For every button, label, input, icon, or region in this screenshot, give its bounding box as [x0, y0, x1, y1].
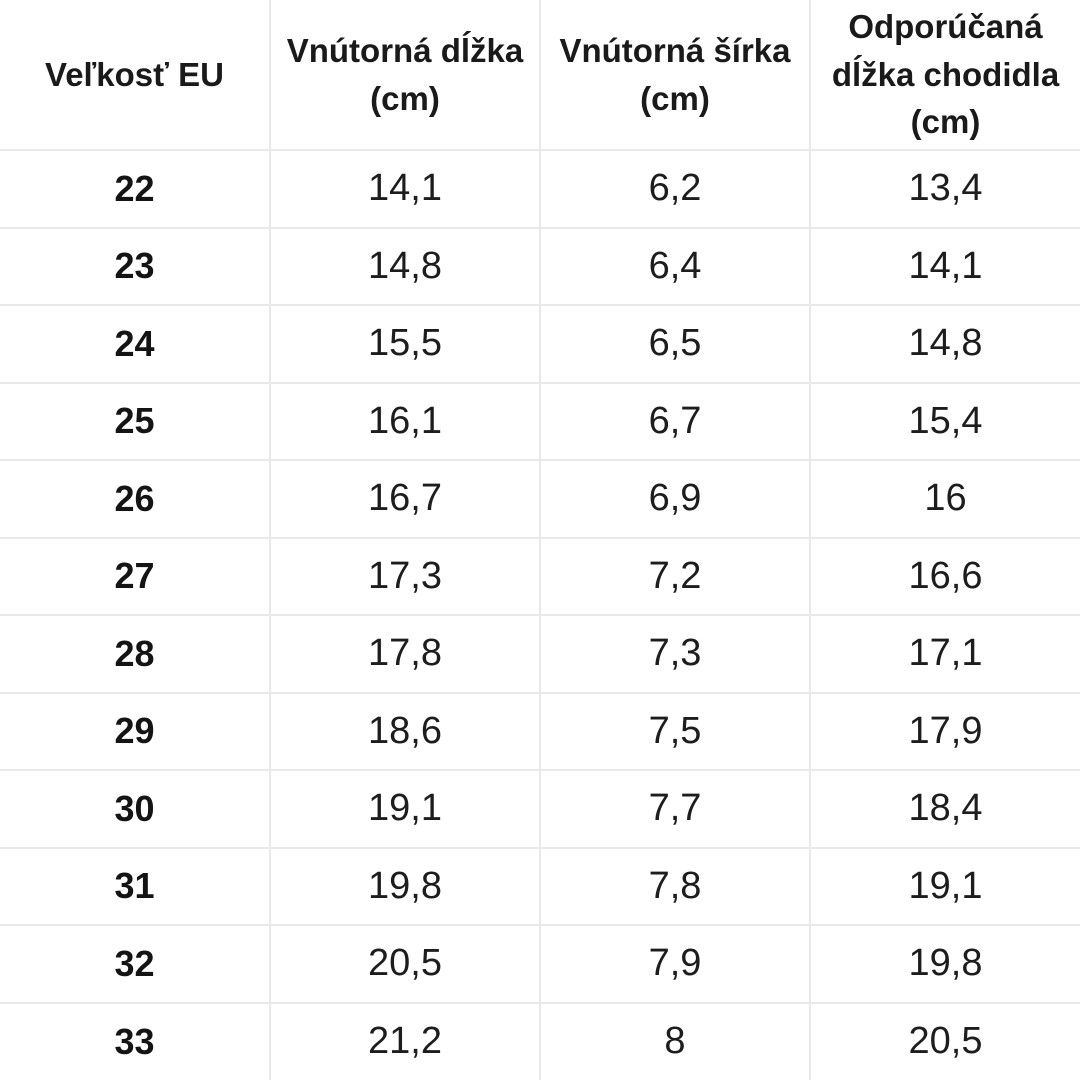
cell-size-eu: 25	[0, 381, 271, 461]
cell-foot-length: 16	[809, 459, 1080, 539]
cell-foot-length: 19,1	[809, 846, 1080, 926]
cell-size-eu: 30	[0, 769, 271, 849]
cell-inner-length: 16,1	[269, 381, 541, 461]
cell-inner-length: 15,5	[269, 304, 541, 384]
table-row: 25 16,1 6,7 15,4	[0, 381, 1080, 461]
cell-inner-length: 17,8	[269, 614, 541, 694]
cell-foot-length: 20,5	[809, 1001, 1080, 1080]
cell-inner-width: 6,9	[539, 459, 811, 539]
cell-inner-width: 7,8	[539, 846, 811, 926]
column-header-inner-length: Vnútorná dĺžka (cm)	[269, 0, 541, 151]
cell-inner-length: 17,3	[269, 536, 541, 616]
cell-inner-length: 14,8	[269, 226, 541, 306]
cell-inner-width: 7,2	[539, 536, 811, 616]
cell-inner-width: 8	[539, 1001, 811, 1080]
table-row: 29 18,6 7,5 17,9	[0, 691, 1080, 771]
table-row: 33 21,2 8 20,5	[0, 1001, 1080, 1080]
cell-foot-length: 19,8	[809, 924, 1080, 1004]
cell-inner-width: 6,2	[539, 149, 811, 229]
cell-size-eu: 32	[0, 924, 271, 1004]
table-row: 22 14,1 6,2 13,4	[0, 149, 1080, 229]
cell-foot-length: 13,4	[809, 149, 1080, 229]
cell-foot-length: 15,4	[809, 381, 1080, 461]
cell-foot-length: 14,8	[809, 304, 1080, 384]
table-header: Veľkosť EU Vnútorná dĺžka (cm) Vnútorná …	[0, 0, 1080, 151]
cell-inner-length: 18,6	[269, 691, 541, 771]
header-row: Veľkosť EU Vnútorná dĺžka (cm) Vnútorná …	[0, 0, 1080, 151]
cell-size-eu: 31	[0, 846, 271, 926]
cell-inner-length: 19,1	[269, 769, 541, 849]
cell-inner-length: 16,7	[269, 459, 541, 539]
column-header-foot-length: Odporúčaná dĺžka chodidla (cm)	[809, 0, 1080, 151]
cell-inner-width: 6,7	[539, 381, 811, 461]
cell-size-eu: 28	[0, 614, 271, 694]
table-row: 23 14,8 6,4 14,1	[0, 226, 1080, 306]
cell-inner-width: 7,5	[539, 691, 811, 771]
cell-size-eu: 22	[0, 149, 271, 229]
cell-inner-width: 7,7	[539, 769, 811, 849]
cell-inner-length: 20,5	[269, 924, 541, 1004]
table-row: 28 17,8 7,3 17,1	[0, 614, 1080, 694]
table-body: 22 14,1 6,2 13,4 23 14,8 6,4 14,1 24 15,…	[0, 149, 1080, 1080]
cell-foot-length: 18,4	[809, 769, 1080, 849]
cell-size-eu: 29	[0, 691, 271, 771]
cell-size-eu: 33	[0, 1001, 271, 1080]
table-row: 32 20,5 7,9 19,8	[0, 924, 1080, 1004]
cell-foot-length: 14,1	[809, 226, 1080, 306]
column-header-size-eu: Veľkosť EU	[0, 0, 271, 151]
cell-foot-length: 17,9	[809, 691, 1080, 771]
cell-size-eu: 23	[0, 226, 271, 306]
cell-inner-width: 6,4	[539, 226, 811, 306]
cell-size-eu: 27	[0, 536, 271, 616]
cell-inner-width: 6,5	[539, 304, 811, 384]
cell-size-eu: 26	[0, 459, 271, 539]
cell-foot-length: 16,6	[809, 536, 1080, 616]
cell-inner-width: 7,9	[539, 924, 811, 1004]
cell-inner-length: 21,2	[269, 1001, 541, 1080]
cell-inner-width: 7,3	[539, 614, 811, 694]
cell-size-eu: 24	[0, 304, 271, 384]
cell-inner-length: 14,1	[269, 149, 541, 229]
cell-inner-length: 19,8	[269, 846, 541, 926]
table-row: 31 19,8 7,8 19,1	[0, 846, 1080, 926]
cell-foot-length: 17,1	[809, 614, 1080, 694]
table-row: 26 16,7 6,9 16	[0, 459, 1080, 539]
column-header-inner-width: Vnútorná šírka (cm)	[539, 0, 811, 151]
table-row: 30 19,1 7,7 18,4	[0, 769, 1080, 849]
table-row: 24 15,5 6,5 14,8	[0, 304, 1080, 384]
table-row: 27 17,3 7,2 16,6	[0, 536, 1080, 616]
